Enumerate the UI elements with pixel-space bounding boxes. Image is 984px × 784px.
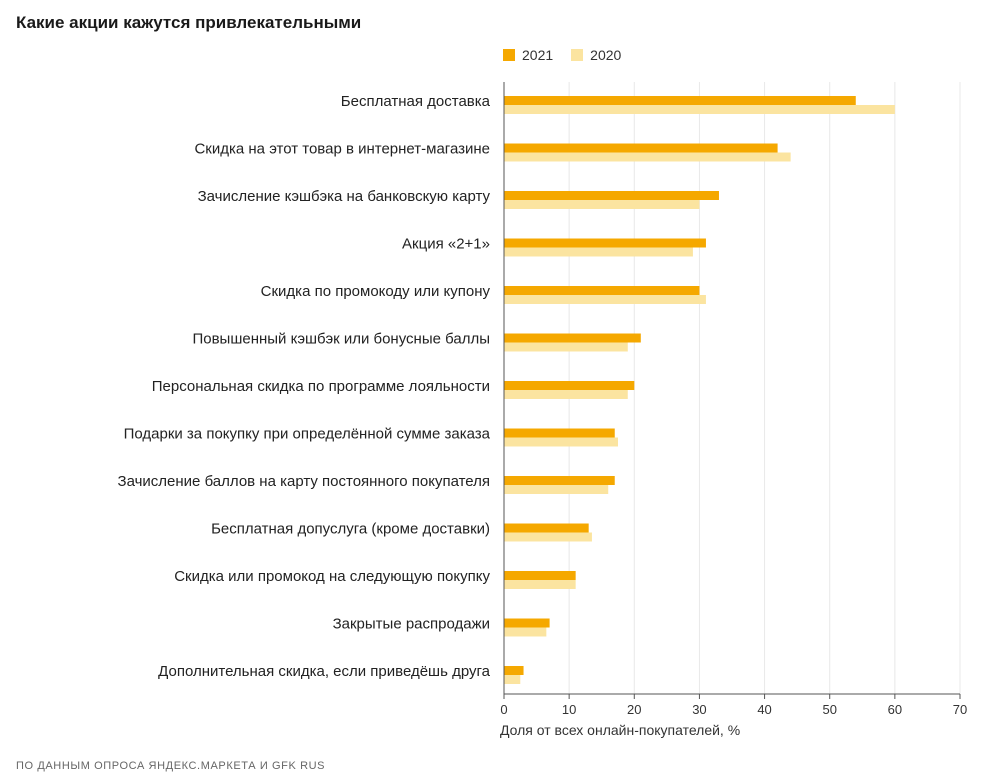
bar-2020: [504, 295, 706, 304]
x-tick-label: 70: [953, 702, 967, 717]
bar-2021: [504, 143, 778, 153]
legend-label-2021: 2021: [522, 47, 554, 63]
category-label: Дополнительная скидка, если приведёшь др…: [158, 663, 490, 680]
x-tick-label: 30: [692, 702, 706, 717]
bar-2020: [504, 437, 618, 447]
bar-2020: [504, 580, 576, 589]
legend-swatch-2020: [571, 49, 584, 61]
chart-title: Какие акции кажутся привлекательными: [16, 13, 362, 32]
bar-2020: [504, 152, 791, 162]
bar-2020: [504, 675, 521, 684]
bar-2020: [504, 532, 592, 542]
chart-legend: 2021 2020: [503, 47, 621, 63]
x-tick-label: 10: [562, 702, 576, 717]
bar-2020: [504, 390, 628, 399]
bar-2021: [504, 523, 589, 533]
bar-2021: [504, 381, 635, 390]
legend-item-2021: 2021: [503, 47, 553, 63]
bar-2021: [504, 333, 641, 343]
x-tick-label: 60: [888, 702, 902, 717]
x-tick-label: 0: [500, 702, 507, 717]
x-tick-label: 20: [627, 702, 641, 717]
source-note: ПО ДАННЫМ ОПРОСА ЯНДЕКС.МАРКЕТА И GFK RU…: [16, 760, 326, 772]
category-label: Закрытые распродажи: [333, 616, 490, 633]
bar-2020: [504, 342, 628, 352]
bar-2021: [504, 428, 615, 438]
x-tick-label: 40: [757, 702, 771, 717]
category-label: Повышенный кэшбэк или бонусные баллы: [192, 331, 490, 348]
category-label: Зачисление кэшбэка на банковскую карту: [198, 188, 491, 205]
x-tick-label: 50: [822, 702, 836, 717]
bar-2021: [504, 96, 856, 105]
bar-2021: [504, 618, 550, 628]
category-label: Бесплатная допуслуга (кроме доставки): [211, 521, 490, 538]
bar-2021: [504, 666, 524, 675]
legend-item-2020: 2020: [571, 47, 621, 63]
bar-2020: [504, 247, 693, 257]
bar-2020: [504, 105, 895, 114]
bar-2020: [504, 627, 547, 637]
bar-2021: [504, 476, 615, 485]
legend-swatch-2021: [503, 49, 515, 61]
x-axis-title: Доля от всех онлайн-покупателей, %: [500, 722, 740, 738]
bar-2021: [504, 571, 576, 580]
category-label: Зачисление баллов на карту постоянного п…: [118, 473, 490, 490]
bar-2021: [504, 286, 700, 295]
bar-2020: [504, 485, 609, 494]
bar-2021: [504, 191, 719, 200]
category-label: Персональная скидка по программе лояльно…: [152, 378, 490, 395]
category-label: Акция «2+1»: [402, 236, 490, 253]
category-label: Скидка на этот товар в интернет-магазине: [194, 141, 490, 158]
category-label: Бесплатная доставка: [341, 93, 491, 110]
bar-2021: [504, 238, 706, 248]
category-label: Подарки за покупку при определённой сумм…: [124, 426, 491, 443]
category-label: Скидка по промокоду или купону: [261, 283, 491, 300]
legend-label-2020: 2020: [590, 47, 622, 63]
category-label: Скидка или промокод на следующую покупку: [174, 568, 490, 585]
bar-2020: [504, 200, 700, 209]
